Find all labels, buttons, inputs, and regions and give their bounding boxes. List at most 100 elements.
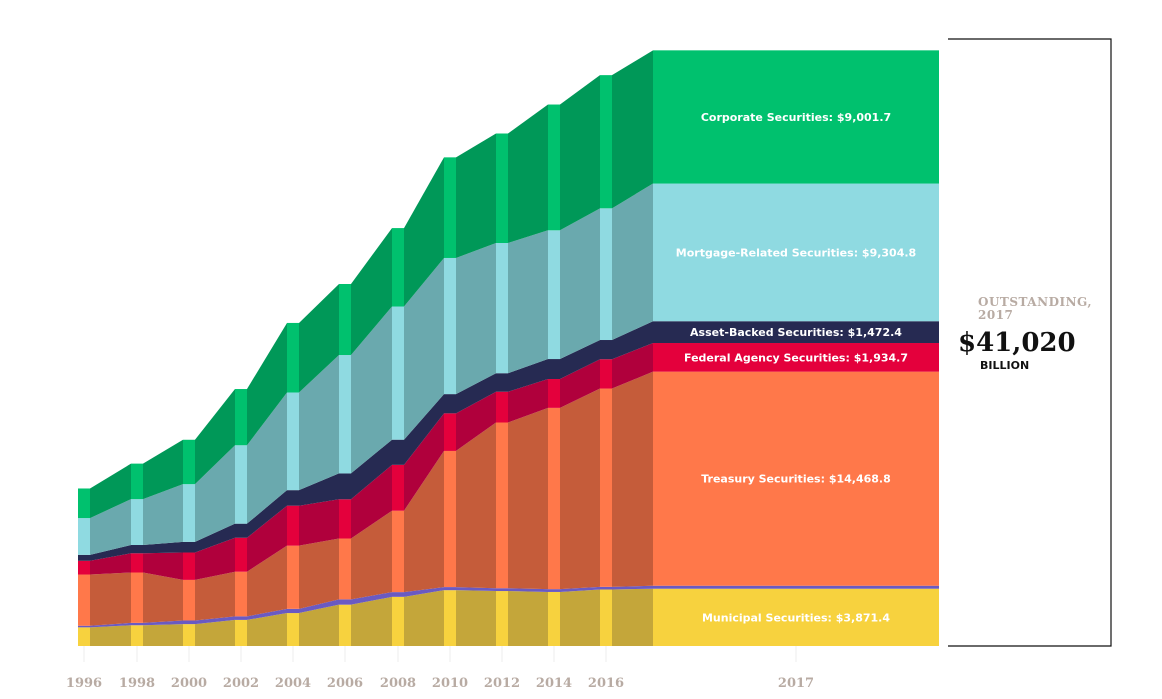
area-corporate-securities-2000 — [195, 389, 235, 485]
bar-mortgage-related-securities-2008 — [392, 306, 404, 440]
area-federal-agency-securities-2002 — [247, 505, 287, 572]
bar-asset-backed-securities-2008 — [392, 439, 404, 465]
area-mortgage-related-securities-2010 — [456, 243, 496, 395]
bar-municipal-securities-2012 — [496, 591, 508, 646]
year-label-2012: 2012 — [484, 676, 520, 691]
area-asset-backed-securities-2008 — [404, 394, 444, 465]
area-treasury-securities-band--2012 — [508, 588, 548, 592]
bar-treasury-securities-band--2002 — [235, 616, 247, 620]
bar-municipal-securities-2006 — [339, 604, 351, 646]
bar-treasury-securities-band--2014 — [548, 589, 560, 592]
area-federal-agency-securities-2004 — [299, 499, 339, 546]
bar-treasury-securities-2010 — [444, 450, 456, 588]
area-municipal-securities-2006 — [351, 596, 392, 646]
bar-mortgage-related-securities-2012 — [496, 243, 508, 374]
bar-treasury-securities-band--2012 — [496, 588, 508, 592]
stacked-areas — [90, 50, 653, 646]
area-treasury-securities-band--2004 — [299, 599, 339, 614]
total-caption-line1: OUTSTANDING, — [978, 295, 1093, 309]
area-treasury-securities-band--2008 — [404, 587, 444, 597]
bar-corporate-securities-2012 — [496, 133, 508, 244]
segment-treasury-securities-band--2017 — [653, 585, 939, 589]
bar-municipal-securities-2014 — [548, 591, 560, 646]
bar-mortgage-related-securities-2016 — [600, 208, 612, 341]
area-mortgage-related-securities-2016 — [612, 183, 653, 341]
area-treasury-securities-band--2000 — [195, 616, 235, 625]
total-caption-line2: 2017 — [978, 308, 1014, 322]
year-label-1998: 1998 — [119, 676, 155, 691]
area-corporate-securities-2004 — [299, 284, 339, 393]
bar-mortgage-related-securities-1998 — [131, 499, 143, 546]
year-label-2002: 2002 — [223, 676, 259, 691]
bar-treasury-securities-band--2008 — [392, 592, 404, 597]
year-label-2004: 2004 — [275, 676, 311, 691]
bar-treasury-securities-band--1996 — [78, 625, 90, 628]
area-corporate-securities-2016 — [612, 50, 653, 209]
area-treasury-securities-2000 — [195, 571, 235, 621]
area-mortgage-related-securities-1998 — [143, 484, 183, 546]
bar-treasury-securities-2004 — [287, 545, 299, 609]
area-treasury-securities-band--2006 — [351, 592, 392, 605]
year-label-1996: 1996 — [66, 676, 102, 691]
segment-label-mortgage-related-securities: Mortgage-Related Securities: $9,304.8 — [676, 246, 916, 259]
year-label-2010: 2010 — [432, 676, 468, 691]
bar-treasury-securities-2000 — [183, 579, 195, 621]
area-asset-backed-securities-2002 — [247, 490, 287, 538]
area-asset-backed-securities-1996 — [90, 545, 131, 561]
area-federal-agency-securities-2010 — [456, 391, 496, 451]
area-treasury-securities-1998 — [143, 572, 183, 623]
bar-treasury-securities-2012 — [496, 422, 508, 589]
bar-mortgage-related-securities-2006 — [339, 355, 351, 474]
area-corporate-securities-2006 — [351, 228, 392, 356]
bar-treasury-securities-2016 — [600, 388, 612, 587]
area-federal-agency-securities-2012 — [508, 379, 548, 423]
bar-mortgage-related-securities-2014 — [548, 230, 560, 360]
bar-federal-agency-securities-2002 — [235, 537, 247, 572]
area-corporate-securities-2010 — [456, 133, 496, 258]
area-treasury-securities-2002 — [247, 545, 287, 617]
area-treasury-securities-band--2014 — [560, 586, 600, 592]
area-municipal-securities-2014 — [560, 589, 600, 646]
bar-federal-agency-securities-2008 — [392, 464, 404, 511]
area-asset-backed-securities-2004 — [299, 473, 339, 506]
bar-mortgage-related-securities-2004 — [287, 392, 299, 491]
bar-treasury-securities-1998 — [131, 572, 143, 623]
area-federal-agency-securities-2000 — [195, 537, 235, 580]
year-gridlines — [83, 646, 797, 662]
segment-label-corporate-securities: Corporate Securities: $9,001.7 — [701, 111, 891, 124]
total-caption: OUTSTANDING, 2017 — [978, 296, 1092, 322]
bar-corporate-securities-2014 — [548, 104, 560, 231]
area-municipal-securities-2002 — [247, 613, 287, 646]
area-federal-agency-securities-2006 — [351, 464, 392, 539]
area-treasury-securities-2012 — [508, 407, 548, 590]
area-mortgage-related-securities-2014 — [560, 208, 600, 360]
bar-municipal-securities-1998 — [131, 625, 143, 646]
area-municipal-securities-1996 — [90, 625, 131, 646]
bar-asset-backed-securities-2004 — [287, 490, 299, 506]
bar-asset-backed-securities-2002 — [235, 523, 247, 538]
year-label-2000: 2000 — [171, 676, 207, 691]
area-asset-backed-securities-2010 — [456, 373, 496, 414]
area-municipal-securities-2012 — [508, 591, 548, 646]
year-label-2016: 2016 — [588, 676, 624, 691]
bar-treasury-securities-2008 — [392, 510, 404, 593]
area-treasury-securities-2006 — [351, 510, 392, 600]
bar-federal-agency-securities-2006 — [339, 499, 351, 539]
total-value: $41,020 — [958, 328, 1076, 358]
total-unit: BILLION — [980, 359, 1030, 372]
area-treasury-securities-2008 — [404, 450, 444, 593]
area-treasury-securities-band--1996 — [90, 622, 131, 628]
area-asset-backed-securities-2006 — [351, 439, 392, 500]
area-municipal-securities-1998 — [143, 624, 183, 646]
bar-mortgage-related-securities-2002 — [235, 445, 247, 524]
bar-asset-backed-securities-2012 — [496, 373, 508, 392]
year-label-2017: 2017 — [778, 676, 814, 691]
bar-corporate-securities-2010 — [444, 157, 456, 258]
area-treasury-securities-2016 — [612, 371, 653, 587]
bar-municipal-securities-1996 — [78, 627, 90, 646]
bar-treasury-securities-2014 — [548, 407, 560, 590]
segment-label-treasury-securities: Treasury Securities: $14,468.8 — [701, 473, 891, 486]
area-federal-agency-securities-1996 — [90, 553, 131, 575]
total-bracket — [948, 38, 1112, 647]
